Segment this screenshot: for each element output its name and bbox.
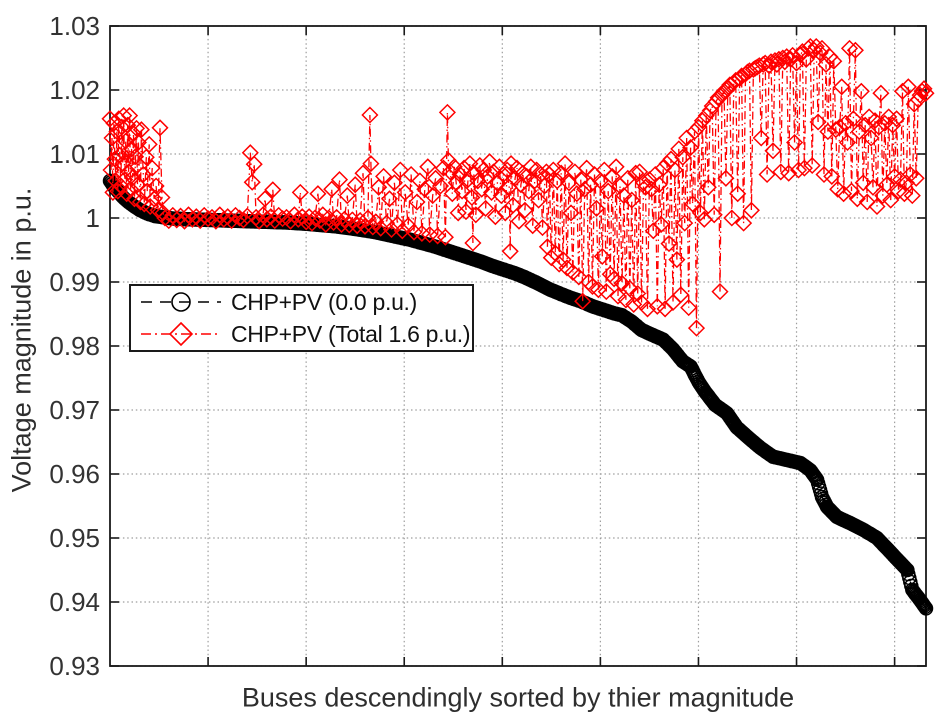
svg-text:1: 1 [86,203,100,233]
svg-text:0.98: 0.98 [49,331,100,361]
legend-sample-circle-dashed-icon [141,292,221,312]
svg-text:0.93: 0.93 [49,651,100,681]
svg-text:1.03: 1.03 [49,11,100,41]
svg-text:1.02: 1.02 [49,75,100,105]
legend: CHP+PV (0.0 p.u.) CHP+PV (Total 1.6 p.u.… [129,284,474,352]
svg-text:0.94: 0.94 [49,587,100,617]
legend-label-series-0: CHP+PV (0.0 p.u.) [231,288,418,315]
svg-text:0.96: 0.96 [49,459,100,489]
svg-text:0.95: 0.95 [49,523,100,553]
svg-text:0.97: 0.97 [49,395,100,425]
svg-text:1.01: 1.01 [49,139,100,169]
legend-sample-diamond-dashdot-icon [141,321,221,347]
x-axis-title: Buses descendingly sorted by thier magni… [241,682,795,713]
legend-label-series-1: CHP+PV (Total 1.6 p.u.) [231,320,471,347]
y-axis-title: Voltage magnitude in p.u. [6,187,37,493]
legend-row: CHP+PV (0.0 p.u.) [131,286,472,318]
legend-row: CHP+PV (Total 1.6 p.u.) [131,318,472,350]
svg-text:0.99: 0.99 [49,267,100,297]
